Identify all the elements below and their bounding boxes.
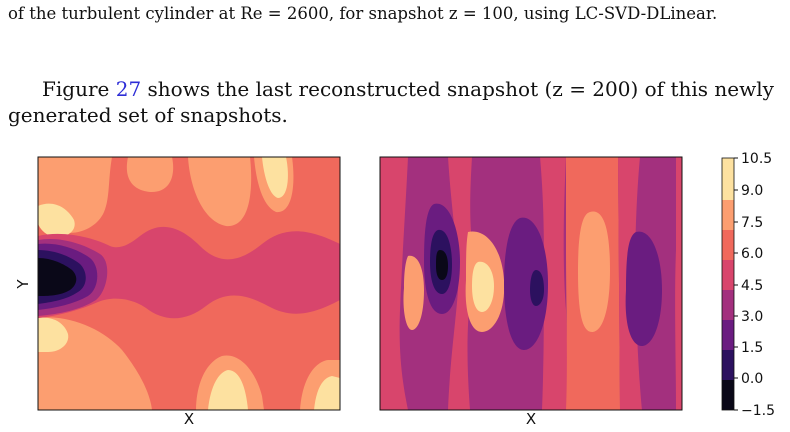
colorbar-seg-0 [722,380,734,410]
right-light-lobe-1-core [472,261,494,312]
right-band-3 [540,157,568,410]
right-contour-plot [380,157,682,410]
colorbar-tick-label: 3.0 [741,309,763,325]
colorbar-seg-1 [722,350,734,380]
colorbar-seg-2 [722,320,734,350]
left-upper-blob-1 [126,157,174,193]
colorbar-tick-label: 6.0 [741,246,763,262]
right-band-2 [448,157,476,410]
left-lower-blob-2-core [208,370,248,410]
colorbar-seg-7 [722,158,734,200]
colorbar-tick-label: 0.0 [741,371,763,387]
colorbar-tick-label: 7.5 [741,215,763,231]
colorbar-seg-4 [722,260,734,290]
left-contour-plot [38,157,340,410]
right-x-axis-label: X [526,410,536,428]
right-dark-lobe-2-core [530,270,544,306]
right-light-lobe-0 [403,255,424,330]
left-y-axis-label: Y [14,279,32,290]
colorbar-tick-label: 10.5 [741,151,772,167]
left-upper-blob-3-core [262,157,288,198]
left-wake-band [38,226,340,319]
colorbar-tick-label: −1.5 [741,403,775,419]
right-axes-frame [379,156,683,411]
right-band-left [380,157,408,410]
colorbar-seg-5 [722,230,734,260]
left-core [38,258,77,296]
para-rest: shows the last reconstructed snapshot (z… [8,77,774,127]
right-light-lobe-2 [578,211,610,332]
figure-ref-link[interactable]: 27 [115,77,142,101]
colorbar-tick-label: 1.5 [741,340,763,356]
right-dark-lobe-2 [504,217,548,350]
left-axes-frame [37,156,341,411]
colorbar-tick-label: 9.0 [741,183,763,199]
para-lead: Figure [42,77,116,101]
colorbar-seg-3 [722,290,734,320]
left-upper-blob-2 [188,157,252,227]
caption-fragment: of the turbulent cylinder at Re = 2600, … [8,4,718,23]
right-dark-lobe-3 [625,231,662,346]
colorbar-seg-6 [722,200,734,230]
colorbar-tick-label: 4.5 [741,278,763,294]
left-upper-left-core [38,203,75,238]
left-lower-left-core [38,317,69,352]
left-lower-blob-3-core [314,376,340,410]
colorbar-frame [721,157,735,411]
colorbar: 10.5 9.0 7.5 6.0 4.5 3.0 1.5 0.0 −1.5 [721,151,775,419]
right-dark-lobe-1-core [436,250,448,280]
left-x-axis-label: X [184,410,194,428]
body-paragraph: Figure 27 shows the last reconstructed s… [8,76,784,128]
right-band-edge [675,157,682,410]
